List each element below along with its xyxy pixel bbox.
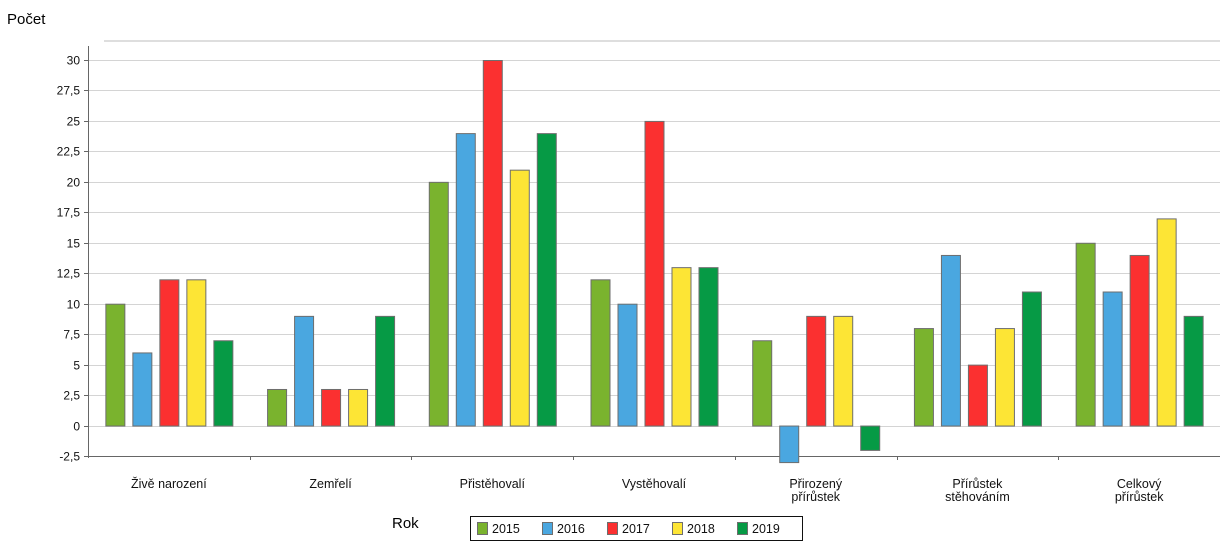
category-label: Zemřelí bbox=[309, 477, 352, 491]
bar-2018-cat-0 bbox=[186, 279, 207, 427]
bar-2019-cat-2 bbox=[536, 133, 557, 427]
bar-2017-cat-4 bbox=[806, 315, 827, 427]
bar-2016-cat-0 bbox=[132, 352, 153, 427]
y-tick-label: 25 bbox=[67, 115, 81, 129]
bar-2019-cat-4 bbox=[860, 425, 881, 451]
category-label: Přírůstek bbox=[952, 477, 1003, 491]
legend-label-2018: 2018 bbox=[687, 522, 715, 536]
y-tick-label: 5 bbox=[73, 359, 80, 373]
bar-2016-cat-2 bbox=[455, 133, 476, 427]
labels: -2,5 0 2,5 5 7,5 10 12,5 15 17,5 20 22,5 25 27,5 30 Ži… bbox=[57, 54, 1165, 505]
bar-2015-cat-3 bbox=[590, 279, 611, 427]
y-tick-label: 30 bbox=[67, 54, 81, 68]
bar-2019-cat-6 bbox=[1183, 315, 1204, 427]
category-label: Přirozený bbox=[789, 477, 843, 491]
bar-2018-cat-3 bbox=[671, 267, 692, 427]
category-label: stěhováním bbox=[945, 490, 1010, 504]
category-label: přírůstek bbox=[1115, 490, 1164, 504]
category-label: Vystěhovalí bbox=[622, 477, 687, 491]
bar-2016-cat-1 bbox=[294, 315, 315, 427]
category-label: Přistěhovalí bbox=[460, 477, 526, 491]
bar-2015-cat-4 bbox=[752, 340, 773, 427]
bar-2015-cat-0 bbox=[105, 303, 126, 427]
bar-2018-cat-2 bbox=[509, 169, 530, 427]
bar-2017-cat-1 bbox=[321, 388, 342, 427]
bar-2018-cat-6 bbox=[1156, 218, 1177, 427]
y-tick-label: 2,5 bbox=[63, 389, 80, 403]
bar-2019-cat-0 bbox=[213, 340, 234, 427]
y-tick-label: 17,5 bbox=[57, 206, 81, 220]
category-label: přírůstek bbox=[791, 490, 840, 504]
x-axis-title: Rok bbox=[392, 515, 419, 532]
y-tick-label: 20 bbox=[67, 176, 81, 190]
bars bbox=[105, 60, 1204, 464]
bar-2019-cat-5 bbox=[1021, 291, 1042, 427]
bar-2017-cat-6 bbox=[1129, 254, 1150, 427]
y-tick-label: 27,5 bbox=[57, 84, 81, 98]
y-tick-label: 12,5 bbox=[57, 267, 81, 281]
legend: 2015 2016 2017 2018 2019 bbox=[470, 516, 803, 541]
bar-2018-cat-1 bbox=[348, 388, 369, 427]
legend-swatch-2015 bbox=[477, 522, 488, 535]
bar-2018-cat-5 bbox=[994, 328, 1015, 427]
bar-2016-cat-5 bbox=[940, 254, 961, 427]
legend-label-2017: 2017 bbox=[622, 522, 650, 536]
bar-2017-cat-2 bbox=[482, 60, 503, 427]
legend-label-2016: 2016 bbox=[557, 522, 585, 536]
y-axis-title: Počet bbox=[7, 11, 46, 28]
bar-2017-cat-0 bbox=[159, 279, 180, 427]
category-label: Celkový bbox=[1117, 477, 1162, 491]
bar-2015-cat-5 bbox=[913, 328, 934, 427]
legend-swatch-2016 bbox=[542, 522, 553, 535]
y-tick-label: -2,5 bbox=[59, 450, 80, 464]
y-tick-label: 15 bbox=[67, 237, 81, 251]
bar-2016-cat-4 bbox=[779, 425, 800, 464]
category-label: Živě narození bbox=[131, 476, 207, 491]
bar-2016-cat-3 bbox=[617, 303, 638, 427]
legend-label-2019: 2019 bbox=[752, 522, 780, 536]
bar-2015-cat-2 bbox=[428, 181, 449, 427]
bar-2015-cat-1 bbox=[267, 388, 288, 427]
y-tick-label: 7,5 bbox=[63, 328, 80, 342]
legend-label-2015: 2015 bbox=[492, 522, 520, 536]
legend-swatch-2018 bbox=[672, 522, 683, 535]
legend-swatch-2017 bbox=[607, 522, 618, 535]
axes bbox=[84, 40, 1220, 460]
bar-2017-cat-5 bbox=[967, 364, 988, 427]
bar-2018-cat-4 bbox=[833, 315, 854, 427]
y-tick-label: 22,5 bbox=[57, 145, 81, 159]
legend-swatch-2019 bbox=[737, 522, 748, 535]
bar-2015-cat-6 bbox=[1075, 242, 1096, 427]
bar-2019-cat-1 bbox=[375, 315, 396, 427]
y-tick-label: 0 bbox=[73, 420, 80, 434]
y-tick-label: 10 bbox=[67, 298, 81, 312]
bar-2016-cat-6 bbox=[1102, 291, 1123, 427]
bar-2017-cat-3 bbox=[644, 120, 665, 427]
bar-2019-cat-3 bbox=[698, 267, 719, 427]
